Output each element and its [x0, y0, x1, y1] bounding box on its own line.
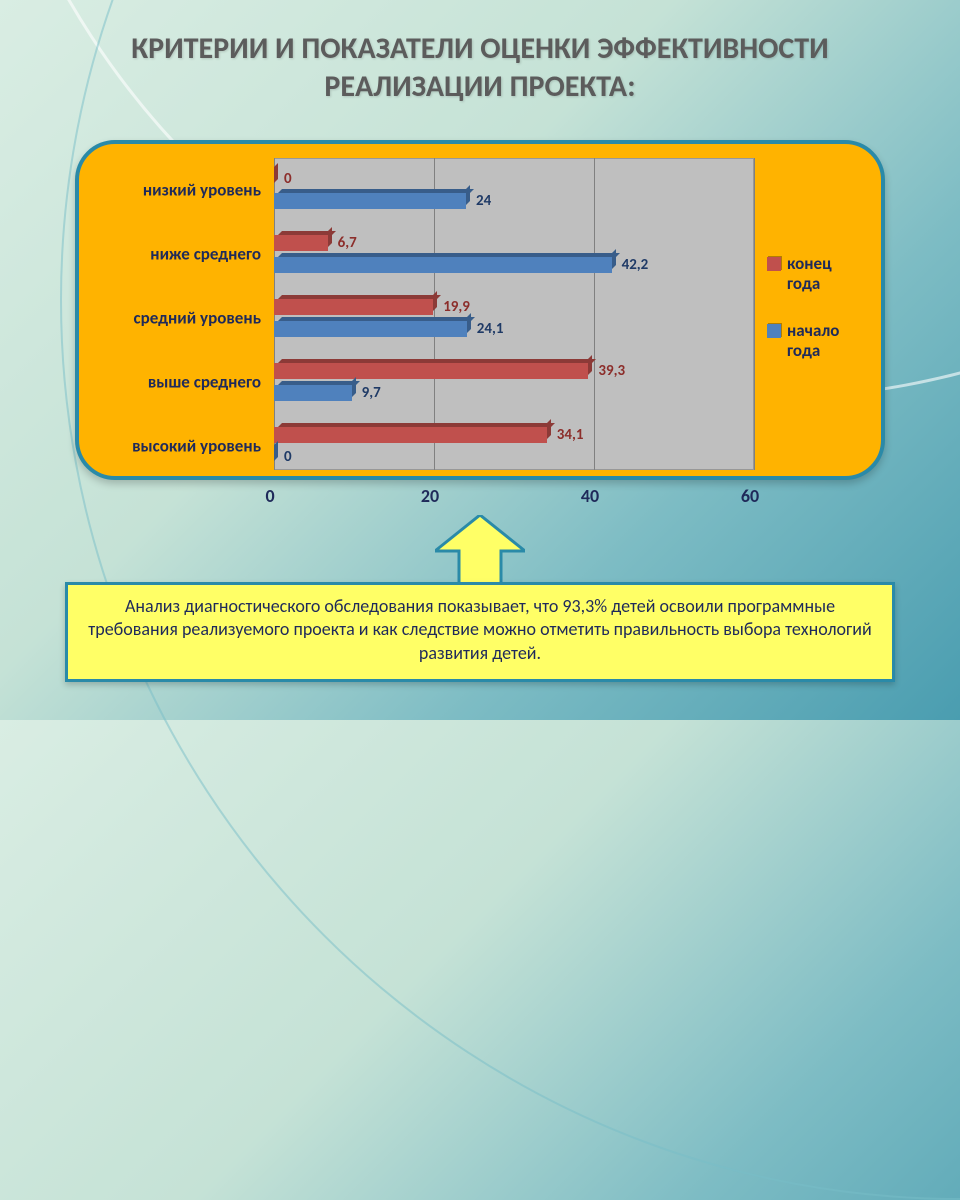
bar: [274, 321, 467, 337]
gridline: [754, 158, 755, 470]
bar: [274, 257, 612, 273]
slide-title: КРИТЕРИИ И ПОКАЗАТЕЛИ ОЦЕНКИ ЭФФЕКТИВНОС…: [40, 30, 920, 105]
legend-swatch: [767, 324, 781, 338]
bar: [274, 385, 352, 401]
bar-value-label: 0: [284, 448, 292, 466]
bar-value-label: 39,3: [598, 362, 625, 380]
bar: [274, 427, 547, 443]
legend-label: конецгода: [787, 254, 832, 293]
x-tick-label: 60: [741, 485, 759, 507]
x-axis-ticks: 0204060: [270, 485, 750, 515]
category-label: высокий уровень: [132, 436, 261, 457]
bar: [274, 235, 328, 251]
bar-value-label: 6,7: [338, 234, 357, 252]
bar-value-label: 42,2: [622, 256, 649, 274]
bar: [274, 299, 433, 315]
bar-value-label: 19,9: [443, 298, 470, 316]
category-label: ниже среднего: [150, 244, 261, 265]
bar-value-label: 9,7: [362, 384, 381, 402]
bar-value-label: 24,1: [477, 320, 504, 338]
chart-container: низкий уровень ниже среднего средний урове…: [75, 140, 885, 510]
bar-value-label: 24: [476, 192, 491, 210]
legend-label: началогода: [787, 321, 839, 360]
legend-swatch: [767, 257, 781, 271]
category-label: средний уровень: [134, 308, 261, 329]
bar-value-label: 34,1: [557, 426, 584, 444]
category-label: выше среднего: [148, 372, 261, 393]
up-arrow-icon: [435, 515, 525, 587]
x-tick-label: 0: [265, 485, 274, 507]
legend-item: конецгода: [767, 254, 883, 293]
category-label: низкий уровень: [143, 180, 261, 201]
x-tick-label: 40: [581, 485, 599, 507]
legend-item: началогода: [767, 321, 883, 360]
chart-panel: низкий уровень ниже среднего средний урове…: [75, 140, 885, 480]
callout-box: Анализ диагностического обследования пок…: [65, 582, 895, 682]
bar: [274, 363, 588, 379]
bar-value-label: 0: [284, 170, 292, 188]
bar: [274, 193, 466, 209]
x-tick-label: 20: [421, 485, 439, 507]
legend: конецгода началогода: [767, 254, 883, 388]
